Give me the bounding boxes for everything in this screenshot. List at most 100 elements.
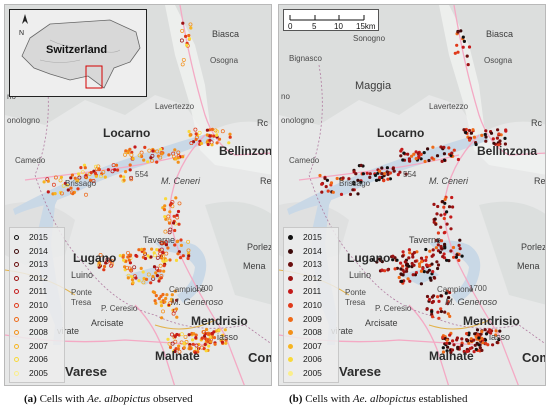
cell-dot-2010 [178,256,183,260]
cell-dot-2012 [187,333,191,337]
cell-dot-2011 [134,253,138,258]
cell-dot-2015 [430,310,434,314]
cell-dot-2015 [483,338,488,342]
cell-dot-2009 [53,175,58,180]
cell-dot-2012 [155,274,159,278]
cell-dot-2011 [46,190,50,194]
cell-dot-2015 [371,258,375,262]
legend-year-label: 2005 [303,368,322,378]
cell-dot-2006 [61,183,66,188]
cell-dot-2011 [365,171,369,175]
cell-dot-2010 [89,171,93,175]
cell-dot-2013 [503,142,507,146]
cell-dot-2010 [442,216,446,221]
cell-dot-2010 [468,138,472,142]
place-label: Camedo [289,156,320,165]
cell-dot-2009 [110,259,115,264]
cell-dot-2012 [446,302,450,306]
cell-dot-2010 [212,134,216,138]
cell-dot-2008 [176,160,180,164]
legend-year-label: 2008 [29,327,48,338]
cell-dot-2010 [496,143,501,147]
cell-dot-2007 [42,180,46,184]
cell-dot-2009 [127,258,131,262]
cell-dot-2011 [488,328,492,332]
cell-dot-2009 [176,252,180,256]
cell-dot-2014 [419,282,423,286]
cell-dot-2009 [126,250,130,255]
cell-dot-2011 [504,129,508,133]
cell-dot-2009 [173,339,178,344]
cell-dot-2009 [168,345,173,349]
north-arrow-icon [22,14,28,24]
cell-dot-2013 [484,139,488,143]
cell-dot-2012 [407,256,411,260]
cell-dot-2009 [159,294,163,298]
cell-dot-2012 [416,152,420,156]
cell-dot-2007 [166,303,171,308]
cell-dot-2015 [422,151,426,155]
map-panel-established: Biasca Sonogno Bignasco Osogna Maggia La… [278,4,546,386]
cell-dot-2009 [472,135,476,139]
cell-dot-2006 [215,133,219,137]
cell-dot-2012 [467,128,472,133]
cell-dot-2009 [98,253,103,257]
cell-dot-2012 [411,255,415,259]
cell-dot-2011 [83,174,88,179]
cell-dot-2015 [474,347,478,351]
cell-dot-2007 [187,252,191,256]
cell-dot-2010 [191,342,195,346]
place-label: iasso [489,332,511,342]
cell-dot-2009 [161,292,165,297]
cell-dot-2007 [53,192,57,196]
caption-text: observed [150,393,193,405]
cell-dot-2009 [335,176,339,181]
cell-dot-2011 [206,142,210,147]
place-label: Locarno [103,126,151,140]
cell-dot-2010 [102,268,106,272]
cell-dot-2013 [483,328,487,332]
cell-dot-2009 [139,150,144,155]
caption-text: Cells with [36,393,88,405]
cell-dot-2011 [159,247,164,252]
cell-dot-2009 [194,333,198,337]
cell-dot-2010 [456,50,460,54]
caption-text: Cells with [302,393,353,405]
cell-dot-2006 [80,170,85,175]
cell-dot-2008 [171,154,176,159]
cell-dot-2008 [176,156,180,160]
cell-dot-2014 [484,135,488,139]
legend-year-label: 2009 [303,313,322,324]
cell-dot-2006 [182,341,186,346]
cell-dot-2015 [352,182,356,186]
cell-dot-2013 [480,348,484,352]
cell-dot-2011 [396,173,400,177]
cell-dot-2015 [391,258,395,262]
cell-dot-2013 [436,263,441,267]
place-label: Com [522,350,545,365]
legend-year-label: 2014 [303,245,322,256]
cell-dot-2011 [380,268,384,272]
cell-dot-2009 [378,169,382,173]
cell-dot-2012 [439,213,443,217]
cell-dot-2013 [386,172,390,176]
legend-year-label: 2010 [303,300,322,310]
cell-dot-2010 [484,341,488,346]
cell-dot-2006 [122,175,126,179]
scale-tick-label: 10 [334,22,343,31]
cell-dot-2010 [228,135,232,139]
cell-dot-2011 [208,138,212,142]
cell-dot-2006 [118,254,122,258]
cell-dot-2011 [220,340,224,344]
cell-dot-2006 [123,268,127,272]
cell-dot-2010 [159,240,164,245]
place-label: P. Ceresio [375,304,412,313]
cell-dot-2007 [141,280,146,285]
cell-dot-2008 [188,22,193,27]
cell-dot-2015 [484,332,489,336]
cell-dot-2008 [154,271,158,275]
cell-dot-2012 [430,300,434,305]
cell-dot-2013 [462,128,466,132]
cell-dot-2009 [73,176,77,180]
legend-year-label: 2011 [29,286,48,297]
